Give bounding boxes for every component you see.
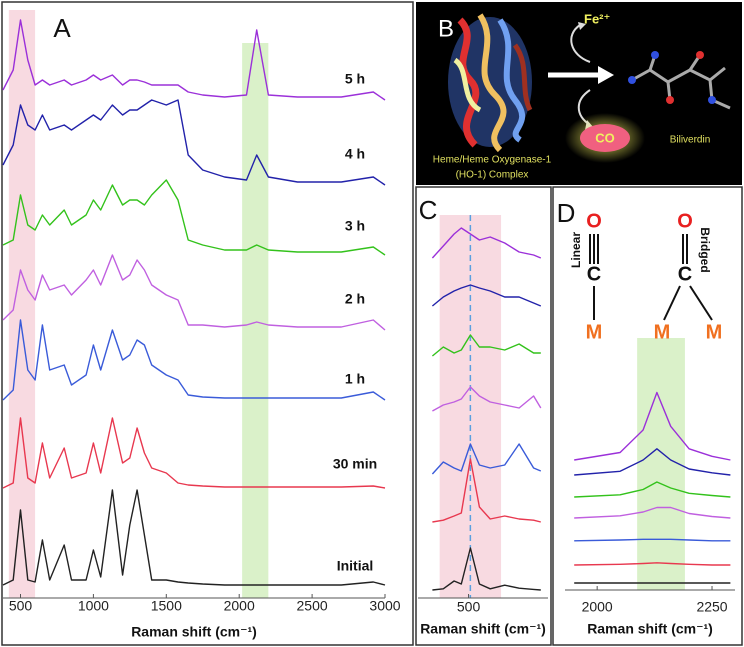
spectrum-line <box>574 481 731 498</box>
highlight-band <box>8 10 36 598</box>
x-tick-label: 500 <box>457 599 481 615</box>
panel-label: B <box>438 15 454 42</box>
series-label: 5 h <box>345 71 365 87</box>
panel-label: C <box>419 195 438 225</box>
x-tick-label: 2000 <box>224 598 255 614</box>
atom-label: C <box>587 263 601 285</box>
panel-a-frame <box>1 1 414 646</box>
x-axis-label: Raman shift (cm⁻¹) <box>587 621 713 637</box>
highlight-band <box>637 338 685 590</box>
panel-label: A <box>53 13 71 43</box>
spectrum-line <box>432 547 541 591</box>
panel-b-art <box>448 13 731 163</box>
spectrum-line <box>574 562 731 566</box>
bonds <box>589 234 713 321</box>
x-tick-label: 2250 <box>696 599 727 615</box>
panel-label: D <box>557 198 576 228</box>
panel-c-frame <box>415 186 552 646</box>
atom-label: O <box>586 210 602 232</box>
panel-d-frame <box>552 186 743 646</box>
atom-label: M <box>654 321 671 343</box>
product-label: Biliverdin <box>670 135 711 146</box>
series-label: 30 min <box>333 456 377 472</box>
spectrum-line <box>2 99 386 186</box>
spectrum-line <box>431 443 542 475</box>
series-label: Initial <box>337 558 374 574</box>
atom-label: C <box>678 263 692 285</box>
spectrum-line <box>2 19 386 101</box>
spectrum-line <box>574 506 731 519</box>
structure-name: Linear <box>569 232 583 268</box>
spectrum-line <box>2 417 386 489</box>
x-axis-label: Raman shift (cm⁻¹) <box>420 621 546 637</box>
structure-name: Bridged <box>698 227 712 272</box>
series-label: 4 h <box>345 146 365 162</box>
spectrum-line <box>574 538 731 542</box>
x-tick-label: 2000 <box>582 599 613 615</box>
x-tick-label: 1500 <box>151 598 182 614</box>
gas-label: CO <box>595 130 615 145</box>
x-tick-label: 3000 <box>369 598 400 614</box>
series-label: 1 h <box>345 371 365 387</box>
spectrum-line <box>2 319 386 401</box>
x-tick-label: 500 <box>9 598 33 614</box>
complex-label: Heme/Heme Oxygenase-1 <box>433 155 552 166</box>
spectrum-line <box>431 284 542 307</box>
spectrum-line <box>432 386 542 412</box>
x-tick-label: 1000 <box>78 598 109 614</box>
spectrum-line <box>574 391 731 461</box>
ion-label: Fe²⁺ <box>584 11 610 26</box>
spectrum-line <box>2 179 386 256</box>
spectrum-line <box>432 458 541 523</box>
x-axis-label: Raman shift (cm⁻¹) <box>131 624 257 640</box>
spectrum-line <box>431 334 541 357</box>
spectrum-line <box>431 227 542 259</box>
series-label: 2 h <box>345 291 365 307</box>
atom-label: O <box>677 210 693 232</box>
spectrum-line <box>2 254 386 331</box>
atom-label: M <box>706 321 723 343</box>
highlight-band <box>242 43 269 598</box>
spectrum-line <box>574 448 731 476</box>
complex-label: (HO-1) Complex <box>456 170 529 181</box>
series-label: 3 h <box>345 218 365 234</box>
x-tick-label: 2500 <box>297 598 328 614</box>
atom-label: M <box>586 321 603 343</box>
spectrum-line <box>2 489 386 586</box>
